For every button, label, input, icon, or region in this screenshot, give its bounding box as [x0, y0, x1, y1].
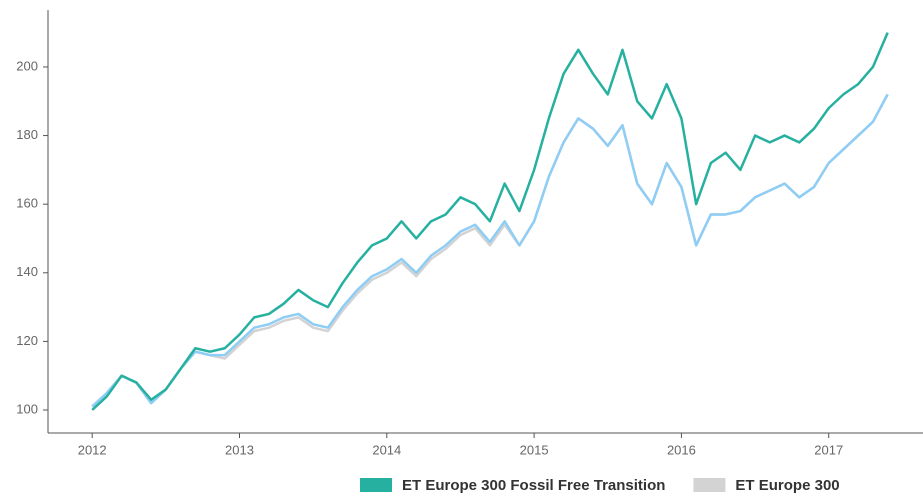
x-tick-label: 2017 — [814, 442, 843, 457]
y-tick-label: 200 — [16, 58, 38, 73]
x-tick-label: 2016 — [667, 442, 696, 457]
legend-swatch — [360, 478, 392, 492]
legend-label: ET Europe 300 Fossil Free Transition — [402, 477, 665, 494]
legend-label: ET Europe 300 — [735, 477, 839, 494]
x-tick-label: 2012 — [78, 442, 107, 457]
x-tick-label: 2013 — [225, 442, 254, 457]
y-tick-label: 100 — [16, 401, 38, 416]
y-tick-label: 160 — [16, 196, 38, 211]
series-line — [91, 93, 889, 408]
y-tick-label: 180 — [16, 127, 38, 142]
y-tick-label: 120 — [16, 333, 38, 348]
y-tick-label: 140 — [16, 264, 38, 279]
x-tick-label: 2014 — [372, 442, 401, 457]
x-tick-label: 2015 — [520, 442, 549, 457]
series-line — [91, 32, 889, 411]
legend-swatch — [693, 478, 726, 492]
